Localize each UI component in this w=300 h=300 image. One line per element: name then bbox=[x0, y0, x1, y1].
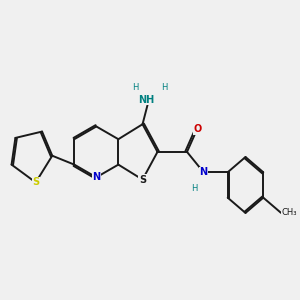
Text: H: H bbox=[191, 184, 198, 193]
Text: H: H bbox=[161, 82, 167, 91]
Text: N: N bbox=[92, 172, 101, 182]
Text: NH: NH bbox=[138, 95, 154, 105]
Text: H: H bbox=[132, 82, 138, 91]
Text: O: O bbox=[193, 124, 201, 134]
Text: S: S bbox=[32, 177, 39, 188]
Text: S: S bbox=[139, 175, 146, 184]
Text: N: N bbox=[200, 167, 208, 177]
Text: CH₃: CH₃ bbox=[281, 208, 297, 217]
